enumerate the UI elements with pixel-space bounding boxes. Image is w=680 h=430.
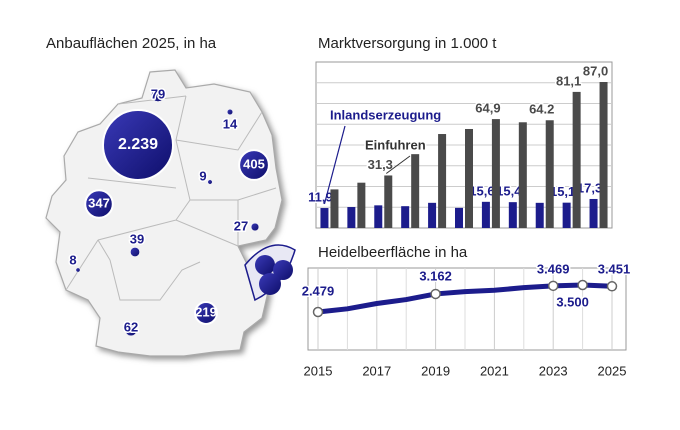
x-tick-label: 2017 xyxy=(362,363,391,378)
bubble xyxy=(238,149,270,181)
bubble xyxy=(151,88,165,102)
bubble-label: 14 xyxy=(223,116,238,131)
point xyxy=(577,279,588,291)
bubble xyxy=(75,267,81,273)
bubble-label: 62 xyxy=(124,319,138,334)
bar xyxy=(508,202,517,228)
bubble-label: 405 xyxy=(243,156,265,171)
bar xyxy=(438,134,447,228)
bar-value-label: 81,1 xyxy=(556,73,581,88)
bubble xyxy=(101,108,175,182)
point-label: 3.162 xyxy=(419,268,452,283)
bar xyxy=(455,207,463,228)
point-label: 3.469 xyxy=(537,261,570,276)
bar xyxy=(411,154,420,228)
bar-value-label: 15,1 xyxy=(550,184,575,199)
bar-value-label: 17,3 xyxy=(577,180,602,195)
bar-value-label: 15,4 xyxy=(496,184,522,199)
bar xyxy=(535,202,544,228)
bar xyxy=(347,207,356,228)
point xyxy=(547,280,559,292)
bubble-label: 2.239 xyxy=(118,136,158,153)
legend-label: Einfuhren xyxy=(365,137,426,152)
bubble-label: 9 xyxy=(199,168,206,183)
bar xyxy=(599,82,608,228)
bubble-label: 219 xyxy=(195,304,217,319)
bar-value-label: 87,0 xyxy=(583,63,608,78)
x-tick-label: 2023 xyxy=(539,363,568,378)
state-borders xyxy=(65,95,277,301)
point-label: 3.500 xyxy=(556,294,589,309)
bar-title: Marktversorgung in 1.000 t xyxy=(318,35,497,52)
bar xyxy=(374,205,383,228)
point-label: 2.479 xyxy=(302,283,335,298)
line-plot-area xyxy=(307,267,627,351)
x-tick-label: 2025 xyxy=(598,363,627,378)
legend-pointer xyxy=(385,155,411,174)
bar xyxy=(545,120,554,228)
bar xyxy=(481,201,490,228)
bar xyxy=(491,119,500,228)
point-label: 3.451 xyxy=(598,262,631,277)
germany-map xyxy=(45,69,283,357)
bar xyxy=(465,128,473,228)
x-tick-label: 2021 xyxy=(480,363,509,378)
bar-value-label: 15,6 xyxy=(469,183,494,198)
map-title: Anbauflächen 2025, in ha xyxy=(46,35,217,52)
bar xyxy=(401,206,410,228)
bar xyxy=(330,189,339,228)
point xyxy=(430,288,441,300)
bar-value-label: 11,9 xyxy=(308,189,333,204)
bubble xyxy=(207,179,213,185)
bar-value-label: 64,9 xyxy=(475,101,500,116)
line xyxy=(317,282,613,315)
bubble-label: 27 xyxy=(234,218,248,233)
bar xyxy=(562,202,571,228)
bar xyxy=(572,91,581,228)
bar xyxy=(384,175,393,228)
point xyxy=(312,306,324,318)
bubble-label: 347 xyxy=(88,195,110,210)
point xyxy=(606,281,618,292)
legend-label: Inlandserzeugung xyxy=(330,107,441,122)
bar-value-label: 31,3 xyxy=(368,157,393,172)
bubble xyxy=(226,108,234,116)
bar xyxy=(428,202,437,228)
bubble-label: 79 xyxy=(151,86,165,101)
bubble xyxy=(250,222,260,232)
bubble-label: 8 xyxy=(69,252,76,267)
bubble xyxy=(124,323,138,337)
bar xyxy=(589,198,598,228)
bubble xyxy=(130,247,140,257)
bubble xyxy=(84,189,114,219)
bar xyxy=(518,122,527,228)
x-tick-label: 2015 xyxy=(304,363,333,378)
x-tick-label: 2019 xyxy=(421,363,450,378)
bar xyxy=(357,182,366,228)
bar-value-label: 64.2 xyxy=(529,102,554,117)
bubble xyxy=(194,301,218,325)
blueberries xyxy=(244,244,296,302)
bar xyxy=(320,208,329,228)
bubble-label: 39 xyxy=(130,231,144,246)
legend-pointer xyxy=(323,125,346,205)
line-title: Heidelbeerfläche in ha xyxy=(318,244,468,261)
